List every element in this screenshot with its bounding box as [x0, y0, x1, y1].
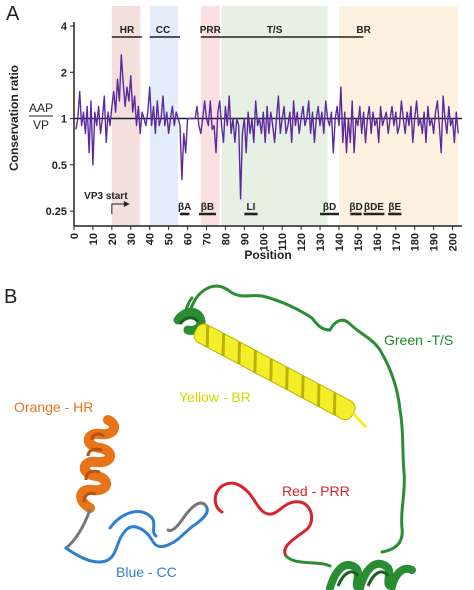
- region-label-cc: CC: [156, 25, 170, 36]
- x-axis-title: Position: [244, 248, 291, 262]
- ss-label-0: βA: [178, 202, 191, 213]
- region-label-hr: HR: [120, 25, 135, 36]
- series-line-0: [75, 54, 459, 200]
- blue-cc-coil: [64, 504, 209, 564]
- x-tick-label-30: 30: [126, 233, 138, 245]
- secondary-structure-layer: βA βB LI βD βD βDE βE: [178, 202, 402, 216]
- x-tick-label-120: 120: [296, 233, 308, 251]
- region-prr-band: [200, 6, 220, 226]
- ss-label-5: βDE: [364, 202, 384, 213]
- green-helix: [326, 559, 416, 590]
- series-layer: [75, 54, 459, 200]
- y-tick-label-0.5: 0.5: [52, 160, 67, 172]
- ss-label-6: βE: [388, 202, 401, 213]
- x-tick-label-180: 180: [410, 233, 422, 251]
- panel-a-label: A: [6, 3, 20, 25]
- x-tick-label-190: 190: [429, 233, 441, 251]
- blue-cc-coil-2: [108, 510, 158, 538]
- x-tick-label-10: 10: [88, 233, 100, 245]
- orange-hr-helix: [76, 415, 120, 513]
- x-tick-label-150: 150: [353, 233, 365, 251]
- vp3-start-label: VP3 start: [84, 191, 128, 202]
- axes: [73, 22, 462, 227]
- y-tick-label-2: 2: [61, 67, 67, 79]
- region-label-prr: PRR: [200, 25, 222, 36]
- conservation-chart: HR CC PRR T/S BR βA βB LI βD βD βDE βE 0 10 20 30 40 50…: [7, 6, 462, 262]
- red-prr-to-green: [284, 554, 332, 568]
- x-tick-label-90: 90: [239, 233, 251, 245]
- x-tick-label-70: 70: [201, 233, 213, 245]
- x-tick-label-40: 40: [145, 233, 157, 245]
- x-tick-label-140: 140: [334, 233, 346, 251]
- x-tick-label-20: 20: [107, 233, 119, 245]
- y-tick-label-4: 4: [61, 21, 68, 33]
- y-tick-label-1: 1: [61, 114, 67, 126]
- x-tick-label-170: 170: [391, 233, 403, 251]
- grey-end: [166, 501, 208, 532]
- x-tick-label-60: 60: [183, 233, 195, 245]
- region-label-br: BR: [356, 25, 371, 36]
- ratio-numerator: AAP: [29, 101, 53, 115]
- x-tick-label-80: 80: [220, 233, 232, 245]
- x-tick-label-200: 200: [448, 233, 460, 251]
- protein-structure: Orange - HR Blue - CC Yellow - BR Red - …: [14, 284, 453, 590]
- ratio-denominator: VP: [33, 118, 49, 132]
- green-small-helix: [173, 307, 206, 335]
- ss-label-2: LI: [247, 202, 256, 213]
- y-axis-title: Conservation ratio: [7, 65, 21, 171]
- x-tick-label-50: 50: [164, 233, 176, 245]
- green-ts-coil: [188, 284, 406, 554]
- x-ticks: 0 10 20 30 40 50 60 70 80 90 100 110 120 130 140 150 160…: [69, 226, 460, 251]
- vp3-start-arrow: [111, 203, 126, 214]
- y-tick-label-0.25: 0.25: [46, 206, 67, 218]
- ss-label-1: βB: [201, 202, 214, 213]
- red-prr-coil: [213, 481, 314, 558]
- y-ticks: 0.25 0.5 2 4 1: [46, 21, 74, 218]
- region-bars: HR CC PRR T/S BR: [111, 25, 372, 38]
- x-tick-label-130: 130: [315, 233, 327, 251]
- x-tick-label-100: 100: [258, 233, 270, 251]
- label-green-ts: Green -T/S: [384, 332, 453, 348]
- ss-label-4: βD: [349, 202, 362, 213]
- x-tick-label-110: 110: [277, 233, 289, 251]
- region-br-band: [338, 6, 459, 226]
- yellow-br-helix: [193, 323, 368, 429]
- label-orange-hr: Orange - HR: [14, 399, 93, 415]
- x-tick-label-0: 0: [69, 233, 81, 239]
- vp3-start-annotation: VP3 start: [84, 191, 130, 214]
- panel-b-label: B: [4, 286, 17, 308]
- ss-label-3: βD: [323, 202, 336, 213]
- label-blue-cc: Blue - CC: [116, 564, 177, 580]
- vp3-start-arrowhead: [123, 201, 130, 207]
- label-red-prr: Red - PRR: [282, 483, 350, 499]
- label-yellow-br: Yellow - BR: [179, 389, 251, 405]
- region-label-ts: T/S: [267, 25, 283, 36]
- x-tick-label-160: 160: [372, 233, 384, 251]
- grey-linker: [64, 508, 92, 550]
